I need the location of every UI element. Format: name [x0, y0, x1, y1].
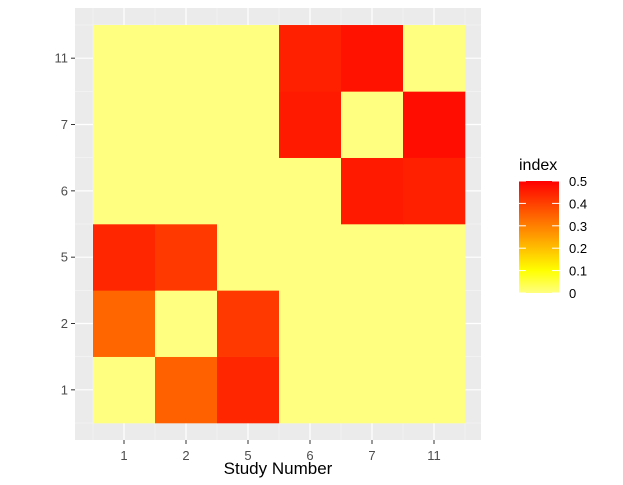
heatmap-cell	[403, 290, 466, 357]
x-axis-title: Study Number	[224, 459, 333, 478]
heatmap-cell	[93, 224, 156, 291]
heatmap-cell	[93, 25, 156, 92]
x-tick-label: 11	[427, 448, 441, 463]
heatmap-cell	[93, 356, 156, 424]
heatmap-cell	[341, 157, 404, 225]
legend-title: index	[519, 157, 557, 174]
x-tick-label: 6	[306, 448, 313, 463]
heatmap-cells	[93, 25, 466, 424]
heatmap-cell	[155, 157, 218, 225]
heatmap-cell	[155, 356, 218, 424]
x-tick-label: 2	[182, 448, 189, 463]
legend-tick-label: 0.1	[569, 264, 587, 279]
legend-tick-label: 0.3	[569, 219, 587, 234]
heatmap-cell	[403, 91, 466, 158]
heatmap-cell	[341, 25, 404, 92]
heatmap-cell	[217, 157, 280, 225]
x-tick-label: 5	[244, 448, 251, 463]
heatmap-cell	[279, 91, 342, 158]
heatmap-cell	[341, 91, 404, 158]
y-tick-label: 6	[61, 183, 68, 198]
heatmap-cell	[217, 290, 280, 357]
legend: index 0 0.1 0.2 0.3 0.4 0.5	[519, 157, 587, 301]
heatmap-cell	[217, 224, 280, 291]
heatmap-cell	[155, 290, 218, 357]
heatmap-cell	[279, 290, 342, 357]
y-tick-label: 5	[61, 250, 68, 265]
heatmap-cell	[155, 25, 218, 92]
heatmap-cell	[341, 290, 404, 357]
heatmap-cell	[217, 25, 280, 92]
legend-tick-label: 0.4	[569, 196, 587, 211]
legend-colorbar	[519, 181, 559, 293]
x-axis: 1 2 5 6 7 11	[120, 440, 441, 463]
y-axis: 1 2 5 6 7 11	[55, 51, 75, 397]
x-tick-label: 7	[368, 448, 375, 463]
heatmap-cell	[403, 25, 466, 92]
heatmap-cell	[93, 91, 156, 158]
x-tick-label: 1	[120, 448, 127, 463]
y-tick-label: 1	[61, 382, 68, 397]
heatmap-cell	[155, 91, 218, 158]
heatmap-cell	[217, 91, 280, 158]
heatmap-cell	[279, 356, 342, 424]
y-tick-label: 7	[61, 117, 68, 132]
legend-tick-label: 0.5	[569, 174, 587, 189]
heatmap-cell	[403, 224, 466, 291]
y-tick-label: 11	[55, 51, 69, 66]
heatmap-cell	[403, 356, 466, 424]
heatmap-cell	[341, 224, 404, 291]
heatmap-cell	[279, 157, 342, 225]
heatmap-cell	[403, 157, 466, 225]
heatmap-cell	[93, 157, 156, 225]
heatmap-cell	[341, 356, 404, 424]
heatmap-cell	[217, 356, 280, 424]
heatmap-cell	[279, 224, 342, 291]
heatmap-cell	[155, 224, 218, 291]
legend-tick-label: 0.2	[569, 241, 587, 256]
legend-tick-label: 0	[569, 286, 576, 301]
y-tick-label: 2	[61, 316, 68, 331]
heatmap-cell	[279, 25, 342, 92]
heatmap-cell	[93, 290, 156, 357]
